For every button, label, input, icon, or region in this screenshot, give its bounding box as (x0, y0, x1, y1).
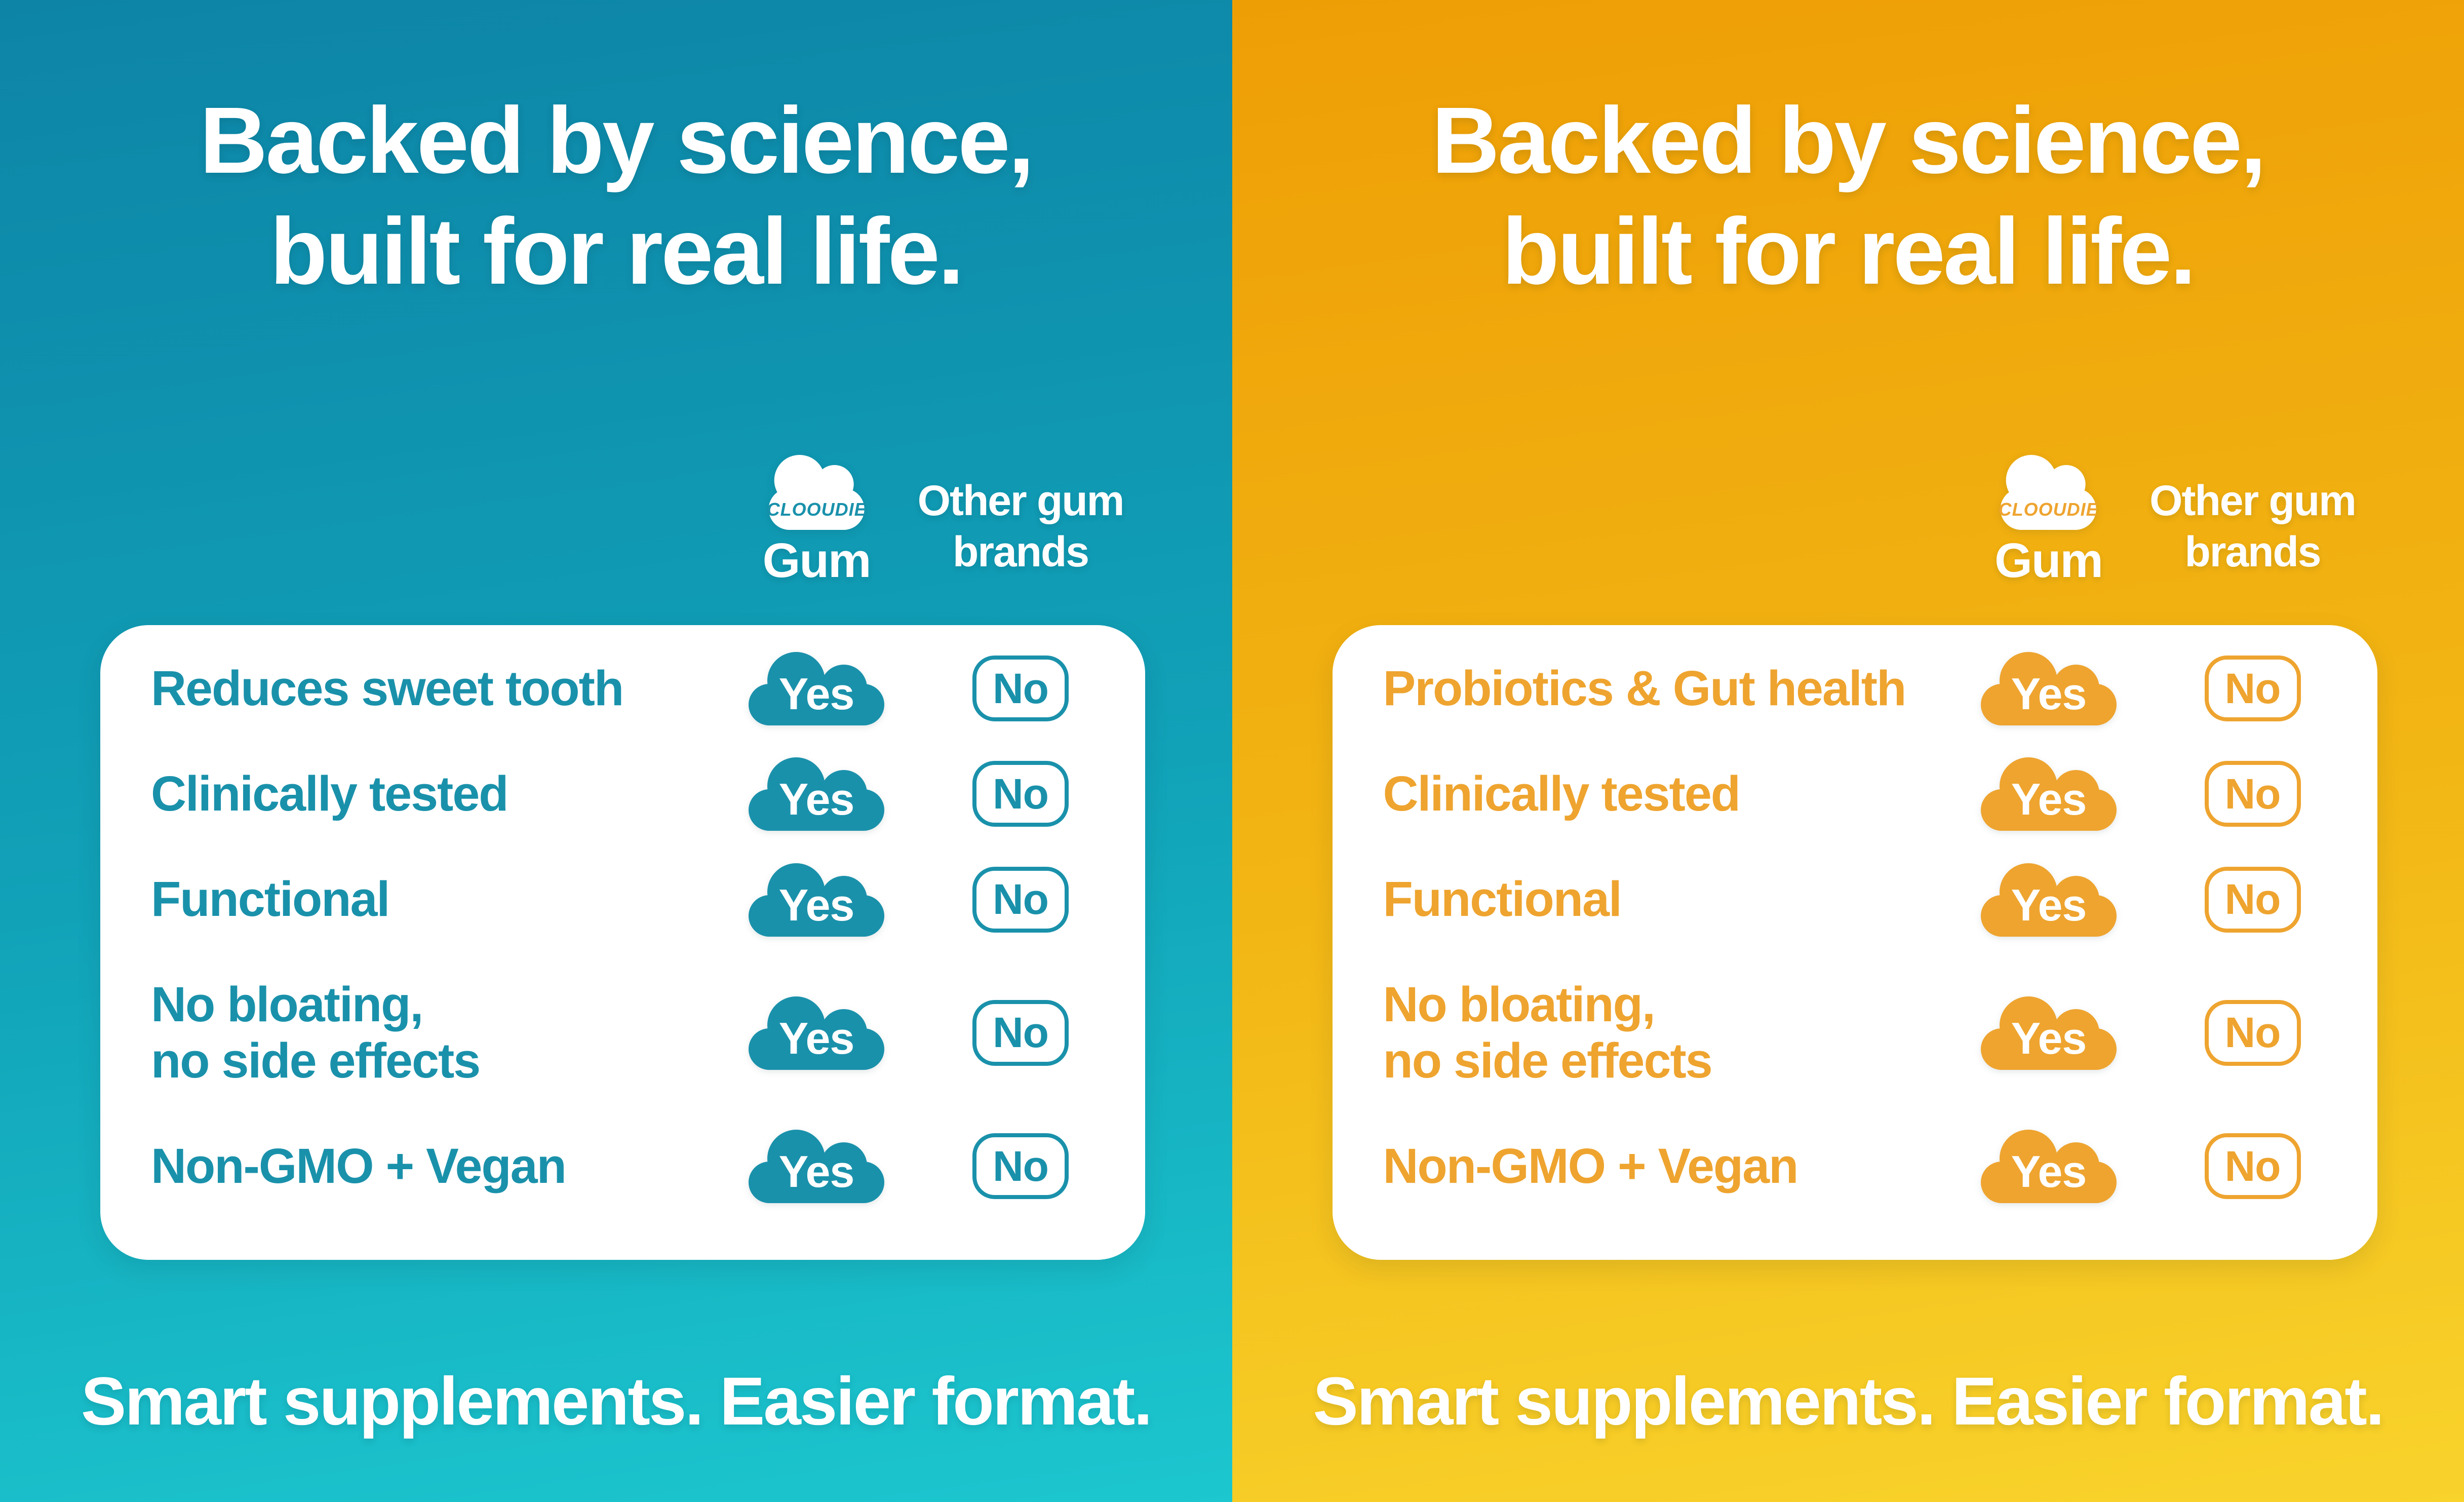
comparison-row: No bloating, no side effects Yes No (151, 967, 1069, 1099)
feature-label: Non-GMO + Vegan (151, 1138, 567, 1193)
yes-cloud-icon: Yes (1980, 996, 2117, 1070)
no-badge: No (2204, 999, 2301, 1066)
yes-cloud-icon: Yes (1980, 652, 2117, 725)
yes-cloud-icon: Yes (749, 863, 884, 937)
brand-column-header: CLOOUDIE Gum (763, 451, 871, 589)
yes-cloud-icon: Yes (749, 996, 884, 1070)
comparison-row: Probiotics & Gut health Yes No (1383, 650, 2301, 726)
yes-cloud-icon: Yes (1980, 1130, 2117, 1203)
clooudie-cloud-logo-icon: CLOOUDIE (1999, 455, 2098, 530)
yes-badge-text: Yes (779, 774, 854, 824)
feature-label: Reduces sweet tooth (151, 660, 624, 716)
panel-title: Backed by science, built for real life. (200, 88, 1034, 304)
comparison-row: Non-GMO + Vegan Yes No (1383, 1128, 2301, 1204)
yes-badge-text: Yes (2011, 774, 2086, 824)
yes-badge-text: Yes (779, 1013, 854, 1063)
yes-badge-text: Yes (2011, 1146, 2086, 1197)
competitor-column-header: Other gum brands (917, 477, 1125, 575)
brand-yes-cell: Yes (746, 650, 972, 726)
feature-label: No bloating, no side effects (151, 977, 481, 1088)
no-badge: No (2204, 1133, 2301, 1199)
feature-label: Clinically tested (1383, 765, 1741, 821)
feature-label: Functional (151, 871, 390, 927)
brand-yes-cell: Yes (746, 1128, 972, 1204)
comparison-row: Functional Yes No (1383, 862, 2301, 938)
comparison-card: Reduces sweet tooth Yes No Clinically te… (100, 625, 1145, 1260)
brand-yes-cell: Yes (746, 995, 972, 1071)
yes-badge-text: Yes (2011, 1013, 2086, 1063)
brand-logo-text: CLOOUDIE (767, 499, 866, 520)
feature-label: Probiotics & Gut health (1383, 660, 1907, 716)
comparison-row: Reduces sweet tooth Yes No (151, 650, 1069, 726)
comparison-row: Clinically tested Yes No (1383, 756, 2301, 832)
no-badge: No (2204, 761, 2301, 827)
comparison-row: No bloating, no side effects Yes No (1383, 967, 2301, 1099)
comparison-row: Non-GMO + Vegan Yes No (151, 1128, 1069, 1204)
no-badge: No (972, 999, 1069, 1066)
yes-badge-text: Yes (779, 880, 854, 930)
feature-label: Non-GMO + Vegan (1383, 1138, 1799, 1193)
no-badge: No (972, 761, 1069, 827)
panel-orange: Backed by science, built for real life. … (1232, 0, 2464, 1502)
brand-column-header: CLOOUDIE Gum (1994, 451, 2103, 589)
comparison-row: Functional Yes No (151, 862, 1069, 938)
tagline: Smart supplements. Easier format. (1313, 1364, 2384, 1439)
brand-product-label: Gum (1994, 533, 2103, 588)
competitor-column-header: Other gum brands (2149, 477, 2357, 575)
comparison-card: Probiotics & Gut health Yes No Clinicall… (1332, 625, 2377, 1260)
brand-yes-cell: Yes (1978, 862, 2205, 938)
brand-yes-cell: Yes (1978, 650, 2205, 726)
brand-yes-cell: Yes (746, 756, 972, 832)
yes-cloud-icon: Yes (749, 757, 884, 831)
clooudie-cloud-logo-icon: CLOOUDIE (767, 455, 866, 530)
no-badge: No (972, 866, 1069, 933)
yes-cloud-icon: Yes (1980, 757, 2117, 831)
feature-label: Functional (1383, 871, 1622, 927)
yes-badge-text: Yes (2011, 880, 2086, 930)
yes-badge-text: Yes (779, 669, 854, 719)
feature-label: No bloating, no side effects (1383, 977, 1713, 1088)
comparison-row: Clinically tested Yes No (151, 756, 1069, 832)
feature-label: Clinically tested (151, 765, 509, 821)
brand-yes-cell: Yes (1978, 995, 2205, 1071)
yes-cloud-icon: Yes (749, 652, 884, 725)
yes-badge-text: Yes (779, 1146, 854, 1197)
tagline: Smart supplements. Easier format. (81, 1364, 1153, 1439)
yes-cloud-icon: Yes (1980, 863, 2117, 937)
no-badge: No (972, 1133, 1069, 1199)
brand-yes-cell: Yes (746, 862, 972, 938)
brand-yes-cell: Yes (1978, 756, 2205, 832)
no-badge: No (972, 656, 1069, 721)
yes-cloud-icon: Yes (749, 1130, 884, 1203)
brand-yes-cell: Yes (1978, 1128, 2205, 1204)
no-badge: No (2204, 866, 2301, 933)
brand-product-label: Gum (762, 533, 872, 588)
no-badge: No (2204, 656, 2301, 721)
panel-teal: Backed by science, built for real life. … (0, 0, 1232, 1502)
yes-badge-text: Yes (2011, 669, 2086, 719)
panel-title: Backed by science, built for real life. (1431, 88, 2266, 304)
brand-logo-text: CLOOUDIE (1999, 499, 2098, 520)
